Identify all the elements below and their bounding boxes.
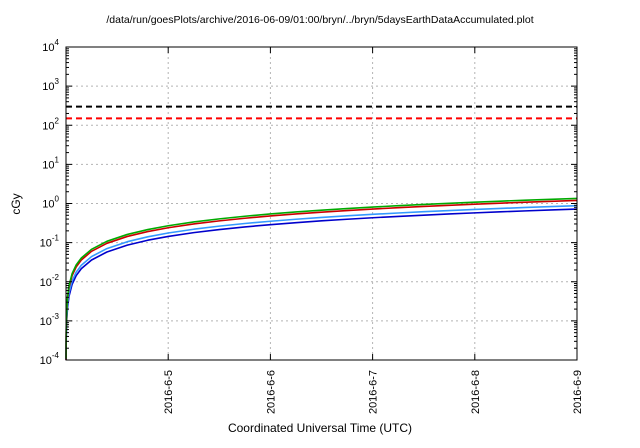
svg-text:101: 101 (42, 155, 59, 171)
plot-title: /data/run/goesPlots/archive/2016-06-09/0… (106, 14, 534, 26)
x-axis-label: Coordinated Universal Time (UTC) (227, 421, 413, 435)
svg-text:2016-6-9: 2016-6-9 (572, 370, 584, 414)
svg-text:2016-6-8: 2016-6-8 (470, 370, 482, 414)
svg-text:10-1: 10-1 (40, 234, 60, 250)
svg-text:102: 102 (42, 116, 59, 132)
svg-text:104: 104 (42, 38, 59, 54)
svg-text:2016-6-7: 2016-6-7 (368, 370, 380, 414)
svg-text:100: 100 (42, 195, 59, 211)
y-axis-label: cGy (9, 193, 23, 215)
svg-text:2016-6-5: 2016-6-5 (163, 370, 175, 414)
svg-text:103: 103 (42, 77, 59, 93)
svg-text:10-3: 10-3 (40, 312, 60, 328)
svg-text:10-4: 10-4 (40, 351, 60, 367)
svg-text:2016-6-6: 2016-6-6 (265, 370, 277, 414)
svg-text:10-2: 10-2 (40, 273, 60, 289)
